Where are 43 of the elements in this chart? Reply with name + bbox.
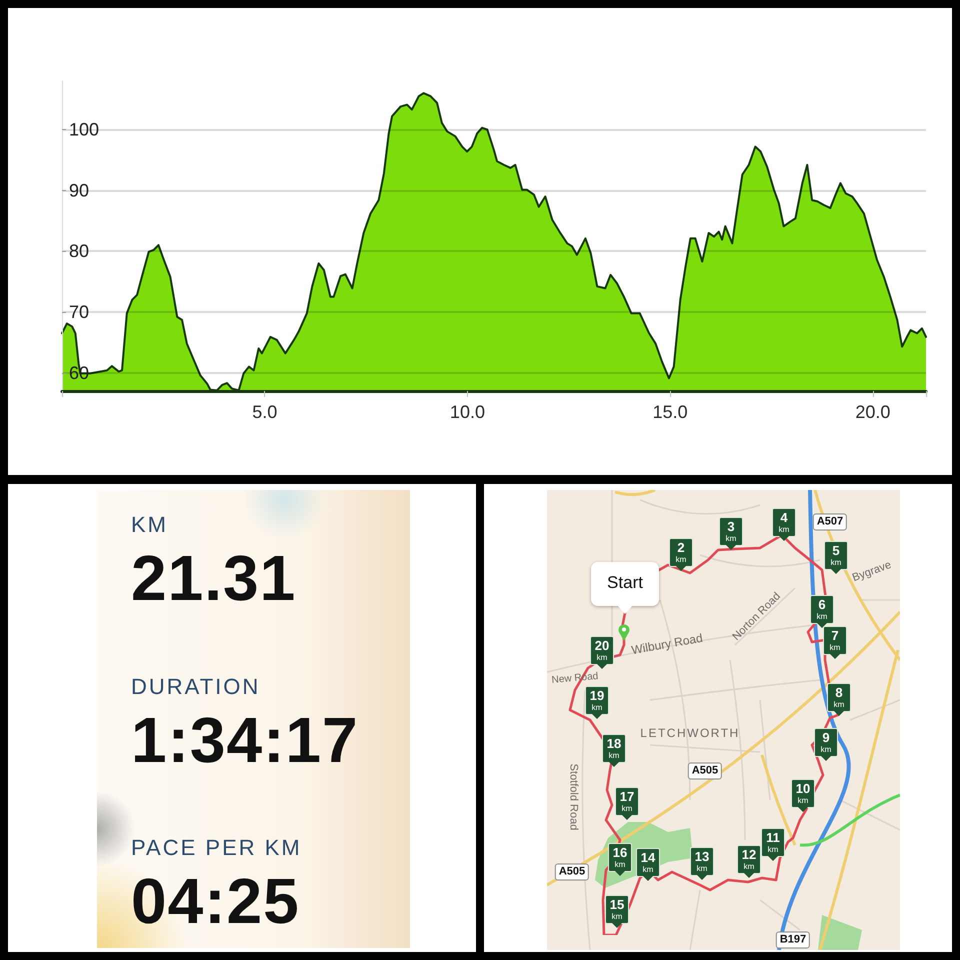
marker-sign: 12 km (737, 845, 761, 878)
x-tick-label: 20.0 (855, 402, 890, 422)
marker-sign: 6 km (810, 595, 834, 628)
marker-sign: 8 km (827, 683, 851, 716)
marker-sign: 9 km (814, 728, 838, 761)
marker-sign: 4 km (772, 508, 796, 541)
x-tick-label: 10.0 (450, 402, 485, 422)
text: Bygrave (850, 558, 894, 586)
road-sign: A505 (688, 762, 722, 780)
y-tick-label: 90 (69, 180, 90, 200)
x-tick-label: 15.0 (652, 402, 688, 422)
marker-sign: 5 km (824, 541, 848, 574)
text: Wilbury Road (630, 630, 704, 658)
text: LETCHWORTH (640, 726, 740, 740)
text: 04:25 (131, 865, 300, 937)
text: KM (131, 512, 168, 538)
text: DURATION (131, 674, 260, 700)
marker-sign: 10 km (791, 779, 815, 812)
marker-sign: 2 km (669, 538, 693, 571)
marker-sign: 15 km (605, 895, 629, 928)
text: New Road (551, 670, 599, 688)
marker-sign: 7 km (823, 626, 847, 659)
x-tick-label: 5.0 (252, 402, 278, 422)
y-tick-label: 60 (69, 362, 90, 383)
text: Stotfold Road (566, 764, 580, 830)
road-sign: B197 (776, 932, 810, 948)
y-tick-label: 80 (69, 241, 90, 262)
marker-sign: 16 km (608, 843, 632, 876)
marker-sign: 14 km (636, 848, 660, 881)
y-tick-label: 70 (69, 302, 90, 322)
road-sign: A507 (812, 514, 848, 530)
marker-sign: 13 km (690, 847, 714, 880)
text: 21.31 (131, 542, 296, 614)
marker-sign: 20 km (590, 636, 614, 669)
marker-sign: 19 km (585, 686, 609, 719)
marker-sign: 3 km (719, 517, 743, 550)
marker-sign: 18 km (602, 734, 626, 767)
y-tick-label: 100 (69, 120, 100, 140)
road-sign: A505 (554, 864, 590, 880)
text: PACE PER KM (131, 835, 302, 861)
marker-sign: 17 km (615, 787, 639, 820)
marker-sign: 11 km (761, 828, 785, 861)
text: 1:34:17 (131, 704, 359, 776)
